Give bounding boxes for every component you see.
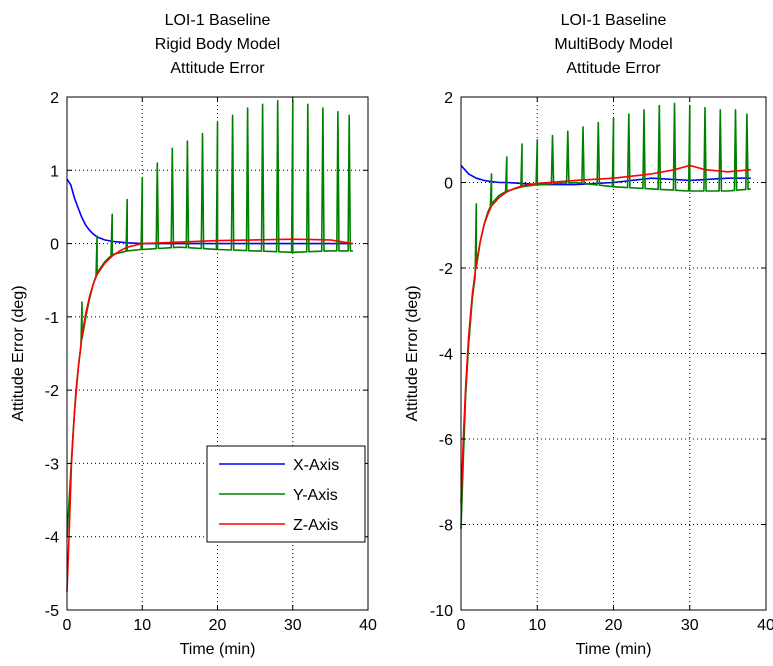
series-line-z-axis (66, 238, 354, 592)
x-tick-label: 40 (757, 617, 773, 634)
x-tick-label: 30 (681, 617, 699, 634)
y-tick-label: 0 (50, 237, 59, 254)
x-tick-label: 20 (605, 617, 623, 634)
x-tick-label: 0 (63, 617, 72, 634)
x-tick-label: 10 (133, 617, 151, 634)
y-tick-label: -4 (439, 347, 453, 364)
y-tick-label: -8 (439, 518, 453, 535)
legend: X-Axis Y-Axis Z-Axis (206, 445, 366, 543)
series-line-y-axis (66, 99, 353, 537)
y-tick-label: -2 (45, 383, 59, 400)
y-tick-label: -3 (45, 456, 59, 473)
chart-title-line: LOI-1 Baseline (561, 12, 667, 29)
y-tick-label: -2 (439, 261, 453, 278)
y-tick-label: 2 (444, 90, 453, 107)
series-line-z-axis (460, 164, 751, 504)
legend-label: Y-Axis (293, 487, 338, 504)
y-tick-label: 1 (50, 163, 59, 180)
y-tick-label: -4 (45, 530, 59, 547)
series-line-x-axis (460, 164, 751, 186)
y-tick-label: 2 (50, 90, 59, 107)
y-axis-label: Attitude Error (deg) (404, 285, 421, 421)
x-tick-label: 0 (457, 617, 466, 634)
x-tick-label: 20 (209, 617, 227, 634)
x-tick-label: 30 (284, 617, 302, 634)
y-tick-label: 0 (444, 176, 453, 193)
legend-label: Z-Axis (293, 517, 338, 534)
series-group (66, 99, 354, 592)
y-tick-label: -6 (439, 432, 453, 449)
x-axis-label: Time (min) (576, 641, 652, 658)
series-line-y-axis (460, 102, 751, 529)
y-tick-label: -10 (430, 603, 453, 620)
x-axis-label: Time (min) (180, 641, 256, 658)
chart-panel-2: 0 10 20 30 40 -10 -8 -6 -4 -2 0 2 Time (min) Attitude… (404, 12, 773, 658)
chart-title-line: MultiBody Model (554, 36, 672, 53)
series-group (460, 102, 751, 529)
legend-label: X-Axis (293, 457, 339, 474)
y-tick-label: -1 (45, 310, 59, 327)
x-tick-label: 40 (359, 617, 377, 634)
chart-title-line: Rigid Body Model (155, 36, 280, 53)
chart-panel-1: 0 10 20 30 40 -5 -4 -3 -2 -1 0 1 2 Time (min) Attitude… (10, 12, 377, 658)
chart-title-line: Attitude Error (566, 60, 661, 77)
chart-title-line: Attitude Error (170, 60, 265, 77)
y-axis-label: Attitude Error (deg) (10, 285, 27, 421)
x-tick-label: 10 (528, 617, 546, 634)
y-tick-label: -5 (45, 603, 59, 620)
chart-title-line: LOI-1 Baseline (165, 12, 271, 29)
